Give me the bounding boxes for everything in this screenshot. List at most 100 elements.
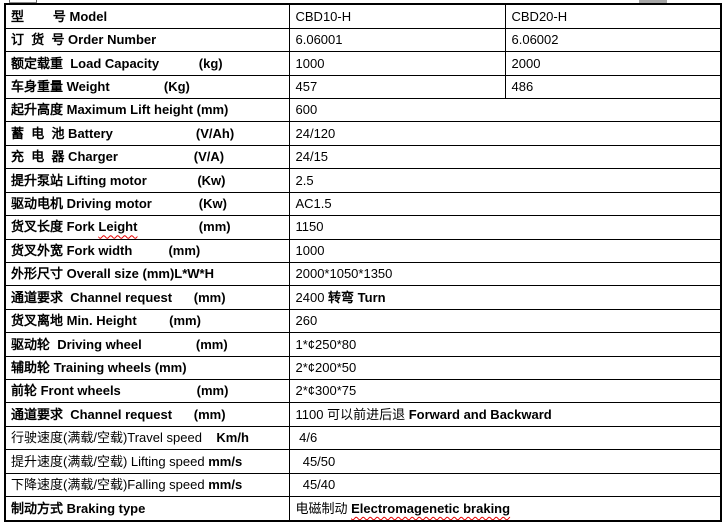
text-segment: 通道要求 Channel request (mm) bbox=[11, 406, 226, 422]
spec-value-cell: 24/15 bbox=[288, 144, 722, 170]
table-row: 驱动轮 Driving wheel (mm) 1*¢250*80 bbox=[4, 332, 722, 357]
spellcheck-flagged-text: Electromagenetic braking bbox=[351, 500, 511, 516]
table-row: 货叉外宽 Fork width (mm) 1000 bbox=[4, 238, 722, 263]
table-row: 制动方式 Braking type 电磁制动 Electromagenetic b… bbox=[4, 496, 722, 522]
table-row: 提升速度(满载/空载) Lifting speed mm/s 45/50 bbox=[4, 449, 722, 474]
text-segment: 驱动电机 Driving motor (Kw) bbox=[11, 196, 227, 212]
spec-value-cell: 4/6 bbox=[288, 425, 722, 451]
text-segment: 额定载重 Load Capacity (kg) bbox=[11, 55, 223, 71]
spec-value-cell: 2000*1050*1350 bbox=[288, 261, 722, 287]
spec-label-cell: 额定载重 Load Capacity (kg) bbox=[4, 51, 290, 76]
spec-value-cell: 1000 bbox=[288, 238, 722, 263]
text-segment: 24/15 bbox=[295, 149, 329, 165]
spec-value-cell: AC1.5 bbox=[288, 191, 722, 217]
spec-label-cell: 起升高度 Maximum Lift height (mm) bbox=[4, 97, 290, 123]
text-segment: 车身重量 Weight (Kg) bbox=[11, 78, 190, 94]
spec-label-cell: 车身重量 Weight (Kg) bbox=[4, 74, 290, 99]
spec-label-cell: 驱动电机 Driving motor (Kw) bbox=[4, 191, 290, 217]
text-segment: 型 号 Model bbox=[11, 8, 108, 24]
spellcheck-flagged-text: Leight bbox=[98, 219, 138, 235]
text-segment: Forward and Backward bbox=[408, 406, 552, 422]
text-segment: 6.06002 bbox=[511, 32, 559, 48]
table-row: 型 号 Model CBD10-H CBD20-H bbox=[4, 3, 722, 29]
text-segment: CBD20-H bbox=[511, 8, 568, 24]
cropped-gray-bar-artifact bbox=[639, 0, 667, 3]
text-segment: 6.06001 bbox=[295, 32, 343, 48]
spec-value-cell: 2400 转弯 Turn bbox=[288, 285, 722, 310]
table-row: 起升高度 Maximum Lift height (mm) 600 bbox=[4, 97, 722, 123]
text-segment: 2000*1050*1350 bbox=[295, 266, 393, 282]
spec-label-cell: 蓄 电 池 Battery (V/Ah) bbox=[4, 121, 290, 146]
table-row: 前轮 Front wheels (mm) 2*¢300*75 bbox=[4, 379, 722, 404]
text-segment: 提升速度(满载/空载) Lifting speed bbox=[11, 453, 209, 469]
spec-label-cell: 订 货 号 Order Number bbox=[4, 27, 290, 53]
spec-value-cell: 24/120 bbox=[288, 121, 722, 146]
spec-label-cell: 辅助轮 Training wheels (mm) bbox=[4, 355, 290, 381]
spec-value-cell: CBD20-H bbox=[504, 3, 722, 29]
spec-label-cell: 通道要求 Channel request (mm) bbox=[4, 285, 290, 310]
text-segment: 260 bbox=[295, 313, 318, 329]
spec-value-cell: 45/40 bbox=[288, 472, 722, 498]
spec-label-cell: 下降速度(满载/空载)Falling speed mm/s bbox=[4, 472, 290, 498]
text-segment: 下降速度(满载/空载)Falling speed bbox=[11, 477, 209, 493]
text-segment: 通道要求 Channel request (mm) bbox=[11, 289, 226, 305]
text-segment: (mm) bbox=[137, 219, 231, 235]
spec-label-cell: 通道要求 Channel request (mm) bbox=[4, 402, 290, 427]
text-segment: 转弯 Turn bbox=[328, 289, 386, 305]
spec-value-cell: 2*¢200*50 bbox=[288, 355, 722, 381]
spec-value-cell: 1000 bbox=[288, 51, 506, 76]
table-row: 货叉长度 Fork Leight (mm) 1150 bbox=[4, 215, 722, 240]
text-segment: 1*¢250*80 bbox=[295, 336, 357, 352]
text-segment: 提升泵站 Lifting motor (Kw) bbox=[11, 172, 226, 188]
spec-table-body: 型 号 Model CBD10-H CBD20-H 订 货 号 Order Numbe… bbox=[4, 3, 722, 522]
spec-label-cell: 提升泵站 Lifting motor (Kw) bbox=[4, 168, 290, 193]
spec-label-cell: 型 号 Model bbox=[4, 3, 290, 29]
spec-value-cell: 2*¢300*75 bbox=[288, 379, 722, 404]
spec-label-cell: 货叉外宽 Fork width (mm) bbox=[4, 238, 290, 263]
spec-value-cell: 45/50 bbox=[288, 449, 722, 474]
text-segment: 45/40 bbox=[295, 477, 336, 493]
text-segment: Km/h bbox=[216, 430, 249, 446]
text-segment: 货叉长度 Fork bbox=[11, 219, 99, 235]
text-segment: 600 bbox=[295, 102, 318, 118]
text-segment: 1000 bbox=[295, 242, 325, 258]
text-segment: CBD10-H bbox=[295, 8, 352, 24]
spec-label-cell: 制动方式 Braking type bbox=[4, 496, 290, 522]
text-segment: 24/120 bbox=[295, 125, 336, 141]
text-segment: 2*¢200*50 bbox=[295, 360, 357, 376]
text-segment: 2.5 bbox=[295, 172, 314, 188]
spec-label-cell: 提升速度(满载/空载) Lifting speed mm/s bbox=[4, 449, 290, 474]
spec-label-cell: 外形尺寸 Overall size (mm)L*W*H bbox=[4, 261, 290, 287]
text-segment: 辅助轮 Training wheels (mm) bbox=[11, 360, 187, 376]
spec-value-cell: 600 bbox=[288, 97, 722, 123]
table-row: 充 电 器 Charger (V/A) 24/15 bbox=[4, 144, 722, 170]
text-segment: 行驶速度(满载/空载)Travel speed bbox=[11, 430, 217, 446]
text-segment: 457 bbox=[295, 78, 318, 94]
spec-value-cell: 457 bbox=[288, 74, 506, 99]
text-segment: 货叉离地 Min. Height (mm) bbox=[11, 313, 201, 329]
text-segment: 电磁制动 bbox=[295, 500, 352, 516]
spec-label-cell: 充 电 器 Charger (V/A) bbox=[4, 144, 290, 170]
text-segment: 1000 bbox=[295, 55, 325, 71]
table-row: 驱动电机 Driving motor (Kw) AC1.5 bbox=[4, 191, 722, 217]
spec-label-cell: 前轮 Front wheels (mm) bbox=[4, 379, 290, 404]
text-segment: 订 货 号 Order Number bbox=[11, 32, 157, 48]
table-row: 货叉离地 Min. Height (mm) 260 bbox=[4, 308, 722, 334]
table-row: 通道要求 Channel request (mm) 1100 可以前进后退 For… bbox=[4, 402, 722, 427]
spec-value-cell: 6.06001 bbox=[288, 27, 506, 53]
text-segment: mm/s bbox=[208, 477, 243, 493]
spec-label-cell: 驱动轮 Driving wheel (mm) bbox=[4, 332, 290, 357]
text-segment: 2400 bbox=[295, 289, 329, 305]
text-segment: 2*¢300*75 bbox=[295, 383, 357, 399]
spec-value-cell: 2000 bbox=[504, 51, 722, 76]
text-segment: mm/s bbox=[208, 453, 243, 469]
table-row: 外形尺寸 Overall size (mm)L*W*H 2000*1050*135… bbox=[4, 261, 722, 287]
table-row: 额定载重 Load Capacity (kg) 1000 2000 bbox=[4, 51, 722, 76]
text-segment: 制动方式 Braking type bbox=[11, 500, 146, 516]
spec-value-cell: 260 bbox=[288, 308, 722, 334]
spec-table: 型 号 Model CBD10-H CBD20-H 订 货 号 Order Numbe… bbox=[4, 3, 722, 522]
table-row: 车身重量 Weight (Kg) 457 486 bbox=[4, 74, 722, 99]
spec-label-cell: 行驶速度(满载/空载)Travel speed Km/h bbox=[4, 425, 290, 451]
text-segment: 1150 bbox=[295, 219, 324, 235]
spec-value-cell: CBD10-H bbox=[288, 3, 506, 29]
